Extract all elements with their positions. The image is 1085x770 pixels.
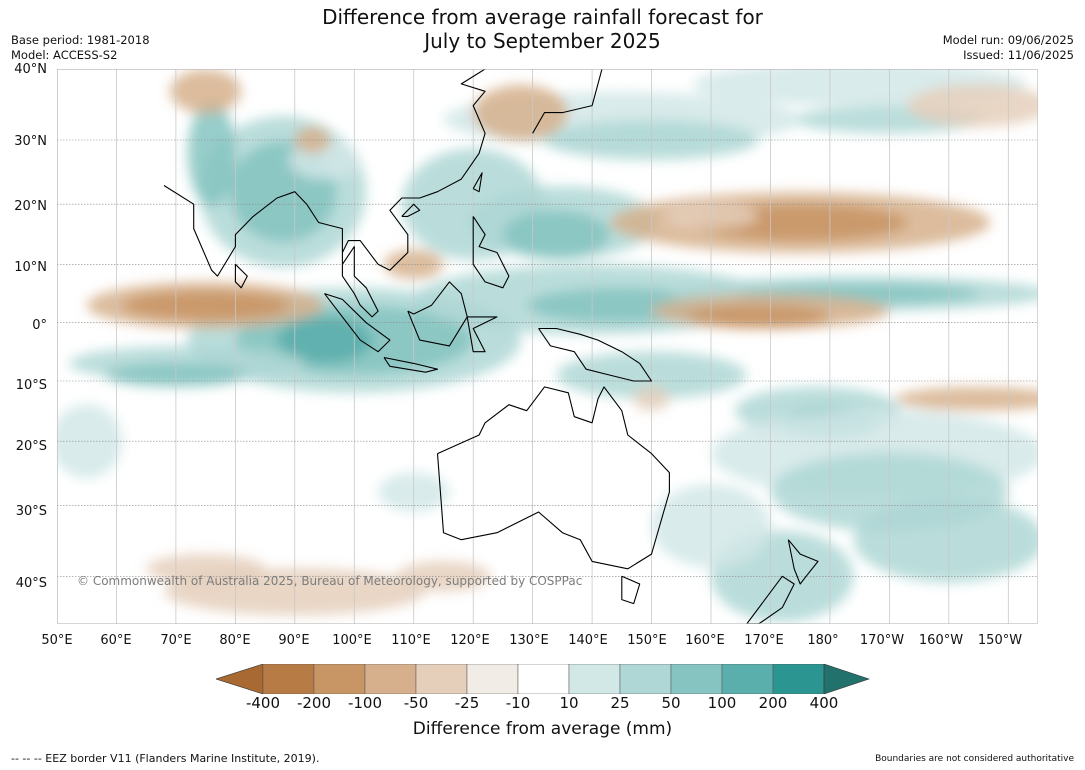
colorbar-extension-wet <box>823 664 870 694</box>
lat-label-0: 0° <box>32 318 47 333</box>
lon-label-130e: 130°E <box>509 633 549 648</box>
coastlines <box>163 69 819 624</box>
coastline <box>472 216 510 289</box>
rainfall-anomaly-region <box>57 404 123 479</box>
lon-label-160e: 160°E <box>685 633 725 648</box>
colorbar-label: Difference from average (mm) <box>412 719 673 739</box>
lon-label-150w: 150°W <box>977 633 1023 648</box>
colorbar-tick: 200 <box>758 694 788 712</box>
lon-label-70e: 70°E <box>160 633 192 648</box>
lon-label-60e: 60°E <box>100 633 132 648</box>
colorbar-tick: 100 <box>707 694 737 712</box>
title-line-2: July to September 2025 <box>424 29 661 53</box>
lon-label-170w: 170°W <box>859 633 905 648</box>
model-name: Model: ACCESS-S2 <box>11 48 118 62</box>
rainfall-anomaly-region <box>853 497 1038 583</box>
colorbar-tick: -100 <box>347 694 383 712</box>
colorbar-tick: -25 <box>454 694 480 712</box>
lon-label-90e: 90°E <box>278 633 310 648</box>
coastline <box>436 386 670 570</box>
coastline <box>472 172 483 193</box>
rainfall-anomaly-region <box>187 100 236 207</box>
coastline <box>383 356 439 373</box>
colorbar-cell <box>415 664 468 694</box>
lat-label-20n: 20°N <box>14 199 47 214</box>
lat-label-40s: 40°S <box>15 576 47 591</box>
rainfall-anomaly-region <box>502 210 610 259</box>
colorbar-tick: 25 <box>610 694 630 712</box>
boundaries-disclaimer: Boundaries are not considered authoritat… <box>875 754 1074 764</box>
coastline <box>466 316 498 353</box>
colorbar-extension-dry <box>216 664 264 694</box>
colorbar-cell <box>670 664 723 694</box>
colorbar-cell <box>772 664 825 694</box>
coastline <box>407 281 468 347</box>
rainfall-anomaly-region <box>276 316 373 364</box>
coastline <box>621 575 641 605</box>
lon-label-150e: 150°E <box>627 633 667 648</box>
colorbar-cell <box>313 664 366 694</box>
lon-label-120e: 120°E <box>450 633 490 648</box>
colorbar-cell <box>262 664 315 694</box>
lon-label-170e: 170°E <box>744 633 784 648</box>
map-title: Difference from average rainfall forecas… <box>0 5 1085 53</box>
lon-label-110e: 110°E <box>391 633 431 648</box>
colorbar-tick: -400 <box>245 694 281 712</box>
colorbar-tick: -200 <box>296 694 332 712</box>
lat-label-40n: 40°N <box>14 62 47 77</box>
coastline <box>401 203 421 217</box>
meta-right: Model run: 09/06/2025 Issued: 11/06/2025 <box>943 33 1074 63</box>
colorbar-cell <box>568 664 621 694</box>
lat-label-10n: 10°N <box>14 260 47 275</box>
lon-label-80e: 80°E <box>219 633 251 648</box>
lon-label-160w: 160°W <box>918 633 964 648</box>
coastline <box>324 293 391 353</box>
colorbar-cell <box>517 664 570 694</box>
lon-label-140e: 140°E <box>568 633 608 648</box>
rainfall-anomaly-region <box>122 290 289 320</box>
eez-border-note: -- -- -- EEZ border V11 (Flanders Marine… <box>11 752 320 765</box>
colorbar-tick: 50 <box>661 694 681 712</box>
colorbar-tick: 10 <box>559 694 579 712</box>
lat-label-20s: 20°S <box>15 439 47 454</box>
lat-label-10s: 10°S <box>15 378 47 393</box>
rainfall-anomaly-region <box>895 386 1038 411</box>
base-period: Base period: 1981-2018 <box>11 33 150 47</box>
rainfall-anomaly-region <box>473 84 569 141</box>
colorbar-cell <box>721 664 774 694</box>
rainfall-anomaly-region <box>395 561 492 592</box>
colorbar-tick: -10 <box>505 694 531 712</box>
coastline <box>787 539 819 585</box>
issued-date: Issued: 11/06/2025 <box>963 48 1074 62</box>
lat-label-30n: 30°N <box>14 134 47 149</box>
coastline <box>746 575 795 624</box>
coastline <box>163 69 486 318</box>
rainfall-anomaly-region <box>907 84 1038 127</box>
colorbar-tick: -50 <box>403 694 429 712</box>
coastline <box>234 263 248 289</box>
rainfall-anomaly-region <box>687 305 830 329</box>
lat-label-30s: 30°S <box>15 504 47 519</box>
lon-label-180: 180° <box>807 633 839 648</box>
coastline <box>538 327 653 382</box>
copyright-notice: © Commonwealth of Australia 2025, Bureau… <box>77 574 583 588</box>
rainfall-anomaly-region <box>169 69 242 114</box>
rainfall-anomaly-map <box>57 69 1038 624</box>
lon-label-50e: 50°E <box>41 633 73 648</box>
title-line-1: Difference from average rainfall forecas… <box>322 5 763 29</box>
coastline <box>532 69 603 134</box>
colorbar-cell <box>619 664 672 694</box>
colorbar-tick: 400 <box>809 694 839 712</box>
meta-left: Base period: 1981-2018 Model: ACCESS-S2 <box>11 33 150 63</box>
lon-label-100e: 100°E <box>332 633 372 648</box>
model-run: Model run: 09/06/2025 <box>942 33 1074 47</box>
colorbar-cell <box>364 664 417 694</box>
colorbar-cell <box>466 664 519 694</box>
colorbar <box>216 664 870 694</box>
